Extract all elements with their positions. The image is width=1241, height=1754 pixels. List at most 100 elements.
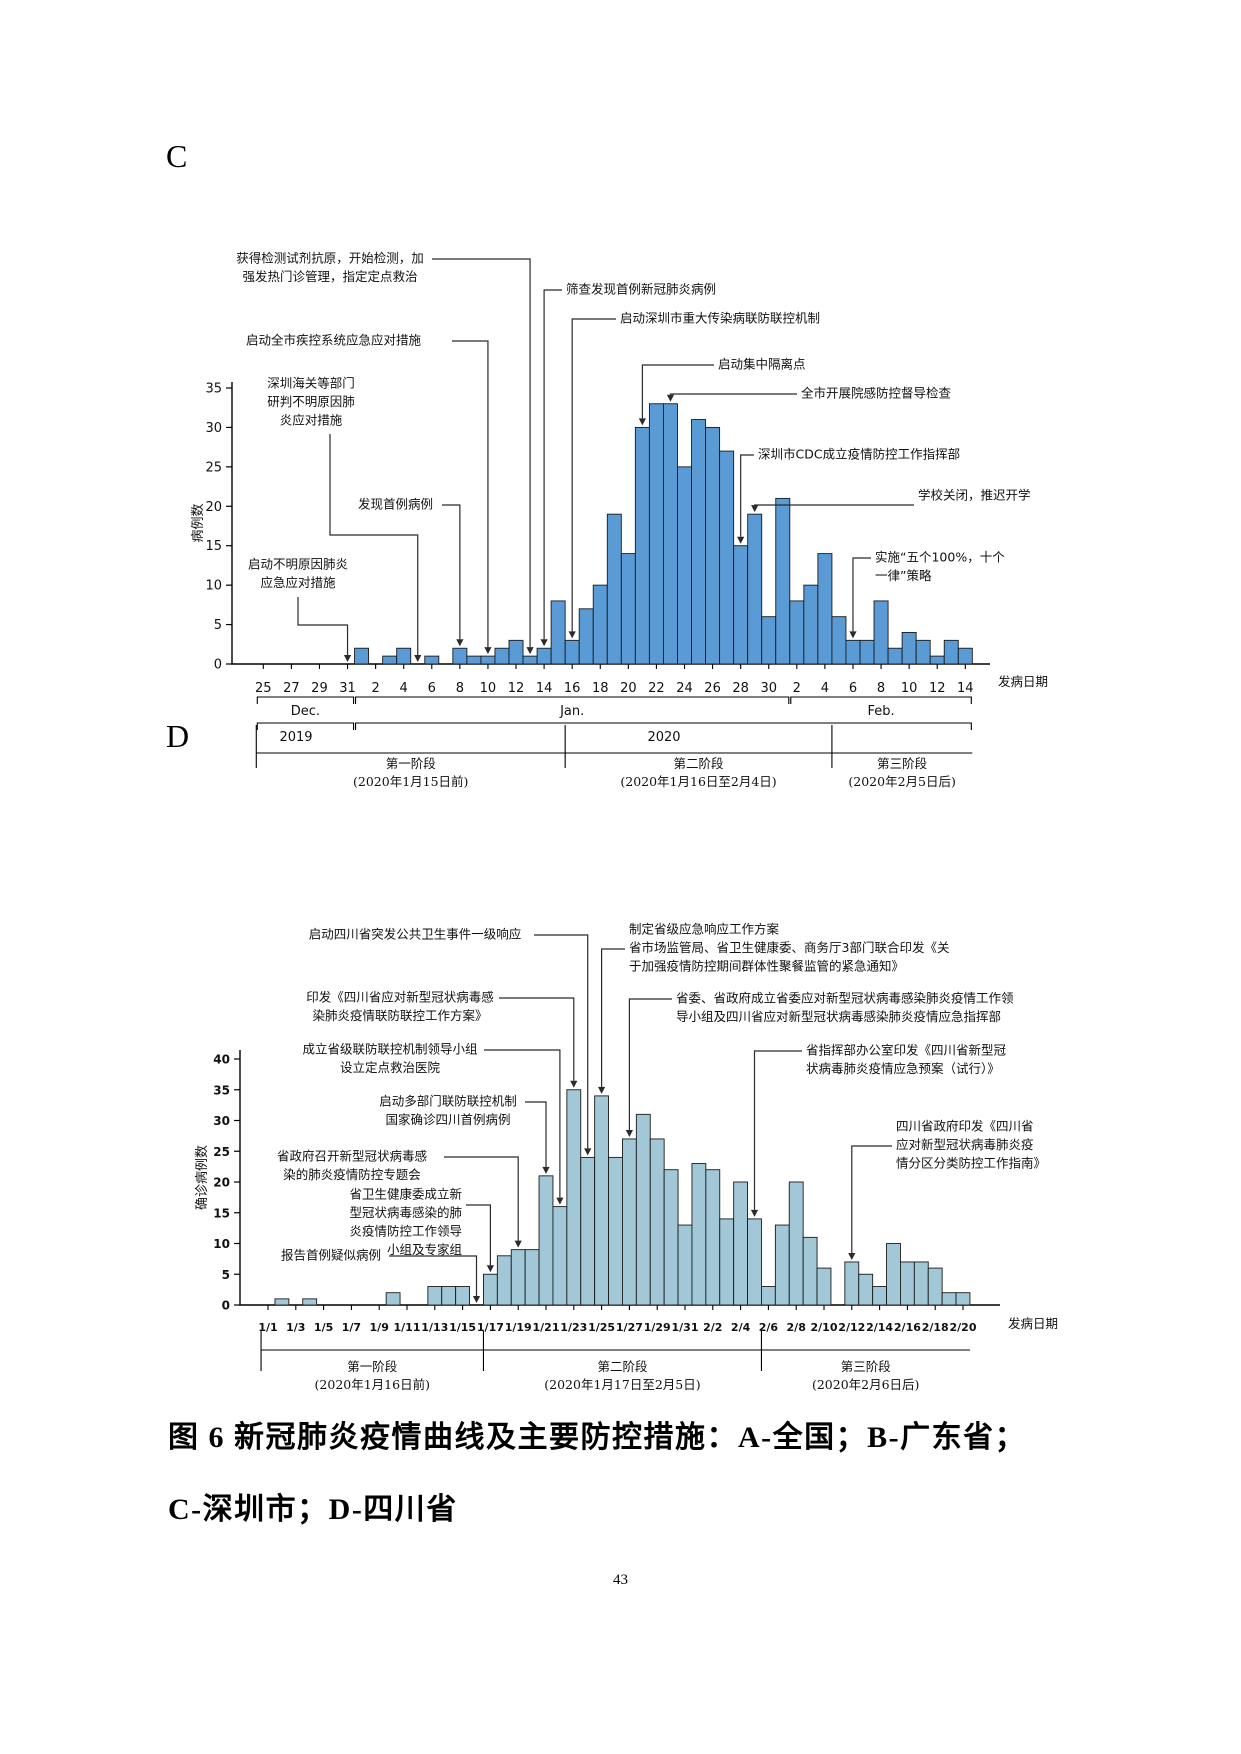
- annotation-connector: [444, 1156, 519, 1241]
- x-tick-label: 2/2: [703, 1321, 722, 1334]
- x-tick-label: 1/3: [286, 1321, 305, 1334]
- bar: [427, 1286, 443, 1306]
- bar: [483, 1273, 498, 1306]
- annotation-label: 获得检测试剂抗原，开始检测，加强发热门诊管理，指定定点救治: [236, 251, 424, 285]
- annotation-arrowhead: [849, 631, 857, 639]
- annotation-connector: [628, 998, 672, 1130]
- annotation-label: 启动集中隔离点: [718, 357, 806, 372]
- x-tick-label: 1/9: [370, 1321, 389, 1334]
- annotation-arrowhead: [751, 505, 759, 513]
- y-tick-label: 35: [213, 1083, 230, 1097]
- x-tick-label: 4: [400, 681, 408, 696]
- year-label: 2020: [647, 730, 680, 745]
- x-tick-label: 6: [428, 681, 436, 696]
- annotation-arrowhead: [666, 394, 675, 402]
- month-label: Feb.: [867, 704, 894, 719]
- x-tick-label: 6: [849, 681, 857, 696]
- x-tick-label: 10: [480, 681, 497, 696]
- bar: [302, 1298, 318, 1306]
- bar: [900, 1261, 915, 1306]
- x-tick-label: 8: [456, 681, 464, 696]
- x-axis-title: 发病日期: [998, 674, 1048, 689]
- annotation-label: 省指挥部办公室印发《四川省新型冠状病毒肺炎疫情应急预案（试行）》: [806, 1043, 1007, 1077]
- stage-name: 第二阶段: [597, 1359, 647, 1374]
- y-tick-label: 15: [213, 1206, 230, 1220]
- annotation-label: 省卫生健康委成立新型冠状病毒感染的肺炎疫情防控工作领导小组及专家组: [349, 1187, 462, 1258]
- x-tick-label: 30: [760, 681, 777, 696]
- bar: [441, 1286, 457, 1306]
- annotation-label: 学校关闭，推迟开学: [918, 488, 1031, 503]
- x-tick-label: 1/21: [533, 1321, 560, 1334]
- bar: [957, 647, 973, 665]
- x-tick-label: 1/19: [505, 1321, 532, 1334]
- bar: [775, 497, 791, 665]
- x-tick-label: 2/8: [787, 1321, 806, 1334]
- x-tick-label: 27: [283, 681, 300, 696]
- y-axis-title: 确诊病例数: [195, 1145, 210, 1210]
- x-tick-label: 2/16: [894, 1321, 921, 1334]
- annotation-label: 全市开展院感防控督导检查: [801, 386, 952, 401]
- x-tick-label: 29: [311, 681, 328, 696]
- stage-range: (2020年2月6日后): [812, 1377, 919, 1392]
- annotation-connector: [389, 1255, 478, 1296]
- bar: [455, 1286, 470, 1306]
- stage-range: (2020年1月15日前): [353, 774, 468, 789]
- annotation-connector: [851, 1145, 892, 1253]
- x-tick-label: 18: [592, 681, 609, 696]
- annotation-connector: [466, 1204, 491, 1266]
- annotation-arrowhead: [737, 536, 745, 544]
- y-tick-label: 40: [213, 1053, 230, 1067]
- x-tick-label: 24: [676, 681, 693, 696]
- annotation-connector: [442, 504, 461, 640]
- x-tick-label: 2: [371, 681, 379, 696]
- annotation-arrowhead: [486, 1265, 494, 1273]
- annotation-label: 实施“五个100%，十个一律”策略: [875, 550, 1005, 584]
- page-number: 43: [613, 1572, 628, 1588]
- stage-range: (2020年1月17日至2月5日): [544, 1377, 700, 1392]
- annotation-arrowhead: [638, 418, 646, 426]
- bar: [524, 1249, 540, 1306]
- y-tick-label: 15: [205, 539, 222, 554]
- y-axis-title: 病例数: [191, 503, 206, 542]
- bar: [635, 1113, 651, 1306]
- y-tick-label: 35: [205, 381, 222, 396]
- bar: [802, 1236, 818, 1306]
- annotation-arrowhead: [584, 1148, 592, 1156]
- y-tick-label: 25: [205, 460, 222, 475]
- stage-range: (2020年2月5日后): [848, 774, 955, 789]
- annotation-label: 四川省政府印发《四川省应对新型冠状病毒肺炎疫情分区分类防控工作指南》: [896, 1119, 1046, 1171]
- bar: [594, 1095, 610, 1306]
- y-tick-label: 5: [222, 1268, 230, 1282]
- bar: [550, 600, 566, 665]
- x-tick-label: 2: [793, 681, 801, 696]
- x-tick-label: 14: [957, 681, 974, 696]
- annotation-arrowhead: [456, 639, 464, 647]
- x-tick-label: 28: [732, 681, 749, 696]
- bar: [705, 1169, 721, 1306]
- annotation-arrowhead: [540, 639, 548, 647]
- annotation-label: 报告首例疑似病例: [281, 1248, 381, 1263]
- annotation-arrowhead: [848, 1252, 856, 1260]
- bar: [733, 1181, 749, 1306]
- x-tick-label: 10: [901, 681, 918, 696]
- month-bracket: [256, 696, 355, 704]
- x-tick-label: 1/17: [477, 1321, 504, 1334]
- y-tick-label: 10: [205, 579, 222, 594]
- annotation-connector: [534, 934, 589, 1149]
- bar: [663, 1169, 679, 1306]
- x-tick-label: 1/1: [258, 1321, 277, 1334]
- x-tick-label: 12: [508, 681, 525, 696]
- x-tick-label: 12: [929, 681, 946, 696]
- bar: [747, 513, 763, 665]
- annotation-label: 筛查发现首例新冠肺炎病例: [566, 282, 716, 297]
- annotation-label: 印发《四川省应对新型冠状病毒感染肺炎疫情联防联控工作方案》: [306, 990, 494, 1024]
- x-tick-label: 4: [821, 681, 829, 696]
- bar: [816, 1267, 832, 1306]
- year-bracket: [355, 722, 972, 730]
- stage-name: 第一阶段: [386, 756, 436, 771]
- annotation-arrowhead: [750, 1209, 759, 1217]
- panel-label-d: D: [166, 718, 190, 754]
- annotation-label: 省委、省政府成立省委应对新型冠状病毒感染肺炎疫情工作领导小组及四川省应对新型冠状…: [676, 991, 1014, 1025]
- x-tick-label: 2/4: [731, 1321, 751, 1334]
